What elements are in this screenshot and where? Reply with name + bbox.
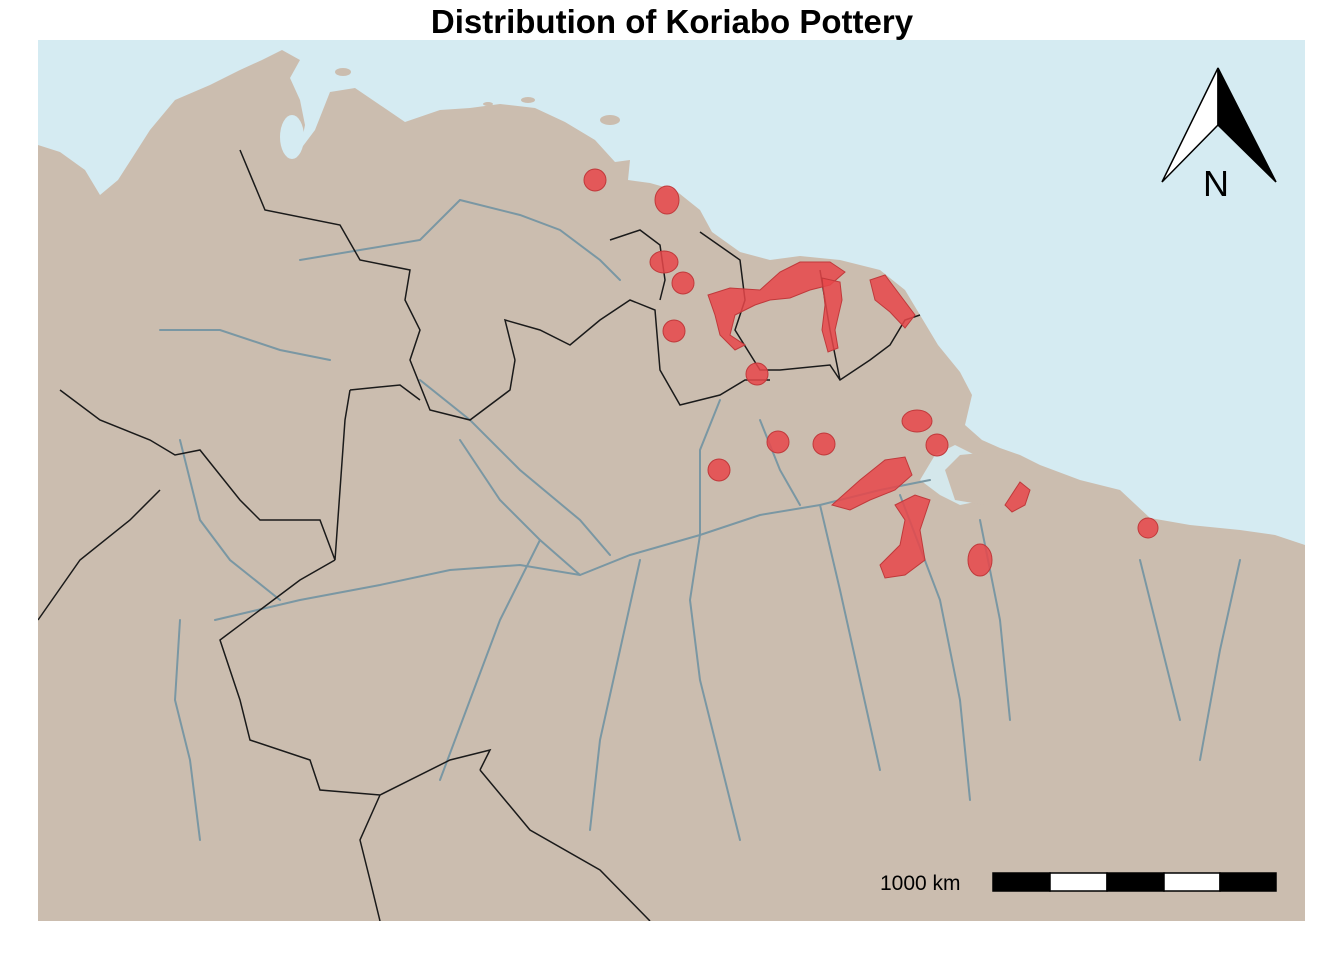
scale-bar [992, 872, 1277, 892]
site-marker [707, 458, 731, 482]
site-marker-region [1004, 481, 1031, 513]
map-panel[interactable] [38, 40, 1305, 921]
north-arrow-label: N [1203, 163, 1229, 204]
koriabo-sites [583, 168, 1159, 579]
country-borders [38, 149, 921, 921]
lake-maracaibo [280, 115, 304, 159]
site-marker-region [869, 274, 916, 329]
site-marker [583, 168, 607, 192]
land-mass [38, 50, 1305, 921]
site-marker [967, 543, 993, 577]
site-marker [1137, 517, 1159, 539]
site-marker-region [830, 456, 913, 511]
site-marker-region [879, 494, 931, 579]
page-title: Distribution of Koriabo Pottery [430, 3, 914, 40]
site-marker [812, 432, 836, 456]
site-marker-region [707, 261, 846, 351]
north-arrow [1161, 67, 1277, 183]
site-marker [662, 319, 686, 343]
rivers [159, 199, 1241, 841]
scale-bar-label: 1000 km [880, 872, 961, 895]
site-marker [654, 185, 680, 215]
marajo-island [945, 452, 1020, 505]
site-marker [671, 271, 695, 295]
site-marker-region [821, 277, 843, 353]
site-marker [766, 430, 790, 454]
site-marker [901, 409, 933, 433]
site-marker [649, 250, 679, 274]
site-marker [925, 433, 949, 457]
site-marker [745, 362, 769, 386]
caribbean-islands [335, 68, 620, 125]
